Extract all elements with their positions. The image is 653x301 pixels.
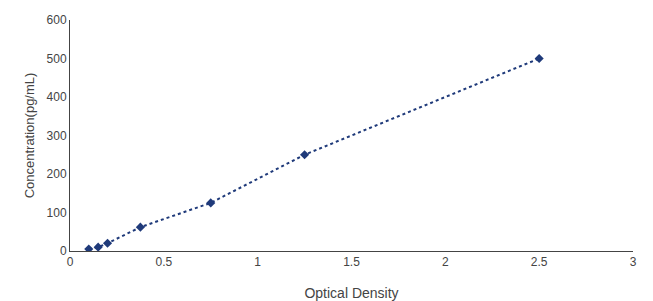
svg-text:3: 3 bbox=[630, 255, 637, 269]
svg-text:0.5: 0.5 bbox=[155, 255, 172, 269]
svg-text:100: 100 bbox=[47, 206, 67, 220]
svg-text:0: 0 bbox=[60, 244, 67, 258]
svg-text:300: 300 bbox=[47, 129, 67, 143]
svg-text:0: 0 bbox=[67, 255, 74, 269]
svg-text:Optical Density: Optical Density bbox=[304, 285, 398, 301]
svg-text:Concentration(pg/mL): Concentration(pg/mL) bbox=[22, 73, 37, 199]
svg-text:2: 2 bbox=[442, 255, 449, 269]
svg-text:1.5: 1.5 bbox=[343, 255, 360, 269]
svg-text:1: 1 bbox=[254, 255, 261, 269]
svg-text:400: 400 bbox=[47, 90, 67, 104]
svg-text:200: 200 bbox=[47, 167, 67, 181]
svg-text:2.5: 2.5 bbox=[531, 255, 548, 269]
svg-text:500: 500 bbox=[47, 52, 67, 66]
svg-text:600: 600 bbox=[47, 13, 67, 27]
